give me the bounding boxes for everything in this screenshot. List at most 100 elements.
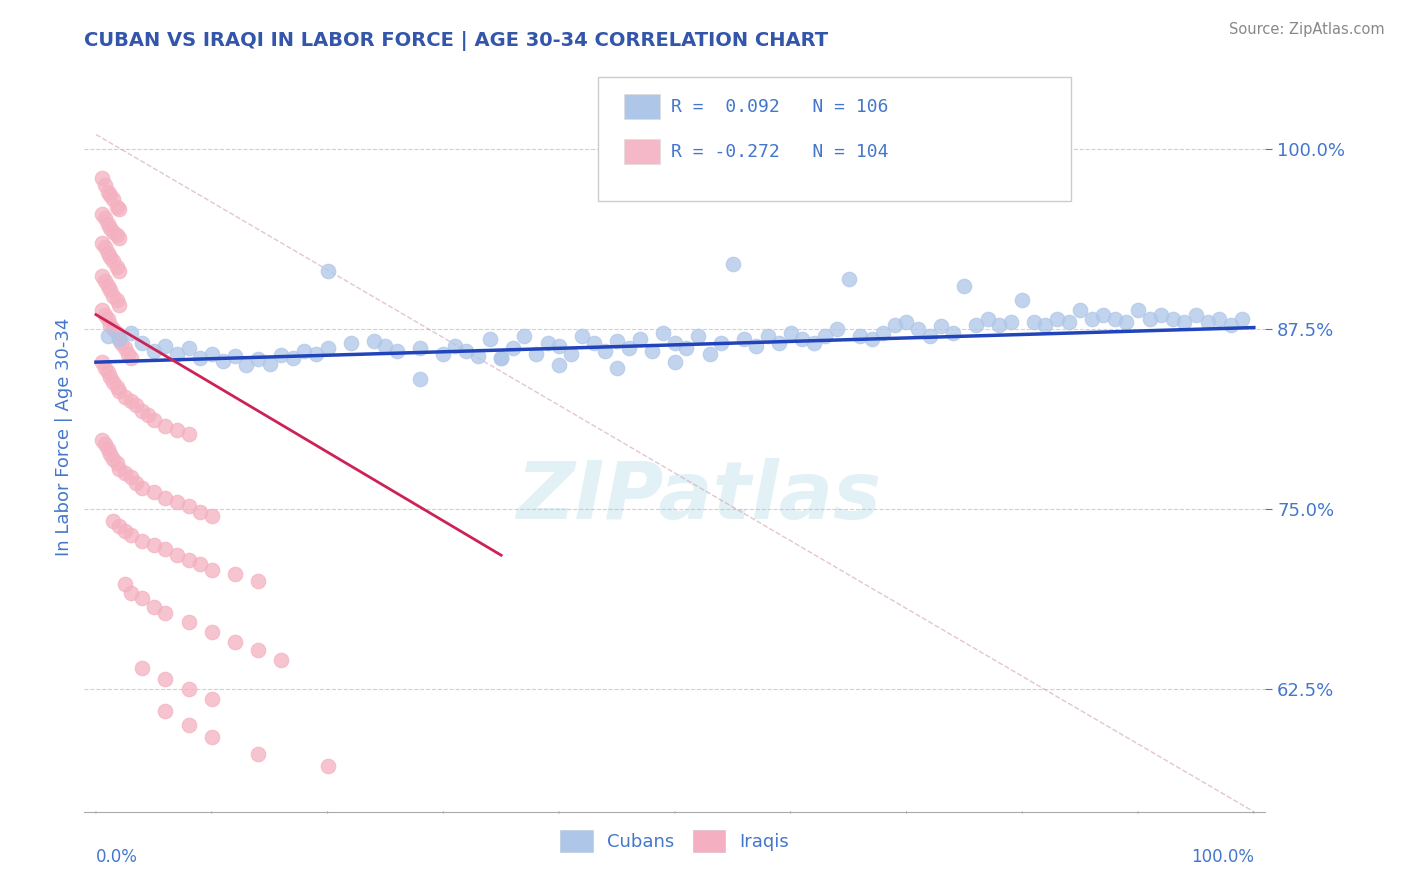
- Point: [710, 336, 733, 351]
- Point: [120, 394, 142, 409]
- Point: [860, 332, 883, 346]
- Point: [721, 257, 744, 271]
- Point: [316, 341, 339, 355]
- Point: [1173, 315, 1195, 329]
- Point: [166, 423, 188, 437]
- FancyBboxPatch shape: [598, 78, 1070, 201]
- Point: [117, 346, 139, 360]
- Point: [155, 339, 177, 353]
- Point: [108, 297, 131, 311]
- Point: [177, 615, 200, 629]
- Point: [918, 329, 941, 343]
- Point: [478, 332, 501, 346]
- Point: [825, 322, 848, 336]
- Point: [177, 552, 200, 566]
- Point: [131, 481, 153, 495]
- Point: [489, 351, 512, 365]
- Point: [339, 336, 361, 351]
- Point: [628, 332, 651, 346]
- Text: R = -0.272   N = 104: R = -0.272 N = 104: [671, 143, 889, 161]
- Point: [90, 355, 112, 369]
- Point: [502, 341, 524, 355]
- Point: [108, 231, 131, 245]
- Point: [988, 318, 1011, 332]
- FancyBboxPatch shape: [624, 94, 659, 120]
- Point: [675, 341, 697, 355]
- Point: [98, 221, 121, 235]
- Point: [270, 653, 292, 667]
- Point: [1000, 315, 1022, 329]
- Point: [103, 376, 125, 390]
- Point: [756, 329, 779, 343]
- Point: [177, 500, 200, 514]
- Point: [316, 264, 339, 278]
- Point: [1022, 315, 1045, 329]
- Point: [94, 308, 117, 322]
- Point: [131, 404, 153, 418]
- Point: [641, 343, 664, 358]
- Point: [90, 170, 112, 185]
- Point: [524, 346, 547, 360]
- Point: [1104, 312, 1126, 326]
- Point: [108, 202, 131, 217]
- Point: [108, 384, 131, 398]
- Point: [131, 336, 153, 351]
- Point: [664, 336, 686, 351]
- Point: [224, 634, 246, 648]
- Point: [166, 346, 188, 360]
- Point: [814, 329, 837, 343]
- Point: [177, 427, 200, 442]
- Point: [166, 495, 188, 509]
- Point: [103, 254, 125, 268]
- Point: [103, 451, 125, 466]
- Point: [131, 591, 153, 606]
- Point: [872, 326, 894, 341]
- Point: [212, 353, 235, 368]
- Point: [733, 332, 755, 346]
- Point: [110, 336, 132, 351]
- Point: [838, 271, 860, 285]
- Point: [1069, 303, 1091, 318]
- Point: [467, 350, 489, 364]
- Text: R =  0.092   N = 106: R = 0.092 N = 106: [671, 97, 889, 116]
- Text: 100.0%: 100.0%: [1191, 847, 1254, 866]
- Point: [90, 235, 112, 250]
- Point: [1185, 308, 1208, 322]
- Point: [976, 312, 998, 326]
- Point: [142, 343, 165, 358]
- Point: [142, 413, 165, 427]
- Point: [896, 315, 918, 329]
- Point: [606, 334, 628, 348]
- Point: [90, 433, 112, 447]
- Text: ZIPatlas: ZIPatlas: [516, 458, 882, 536]
- Point: [316, 758, 339, 772]
- Point: [907, 322, 929, 336]
- Point: [652, 326, 675, 341]
- Point: [849, 329, 872, 343]
- Point: [1080, 312, 1102, 326]
- Point: [513, 329, 536, 343]
- Point: [120, 470, 142, 484]
- Point: [270, 348, 292, 362]
- Point: [105, 200, 128, 214]
- Point: [489, 351, 512, 365]
- Point: [942, 326, 965, 341]
- FancyBboxPatch shape: [624, 139, 659, 164]
- Point: [1219, 318, 1241, 332]
- Point: [374, 339, 396, 353]
- Point: [96, 185, 118, 199]
- Point: [745, 339, 768, 353]
- Point: [177, 718, 200, 732]
- Point: [114, 466, 136, 480]
- Point: [114, 577, 136, 591]
- Point: [432, 346, 454, 360]
- Point: [120, 351, 142, 365]
- Point: [177, 341, 200, 355]
- Point: [1232, 312, 1254, 326]
- Point: [120, 326, 142, 341]
- Point: [105, 228, 128, 243]
- Point: [281, 351, 304, 365]
- Point: [292, 343, 315, 358]
- Point: [142, 484, 165, 499]
- Point: [103, 192, 125, 206]
